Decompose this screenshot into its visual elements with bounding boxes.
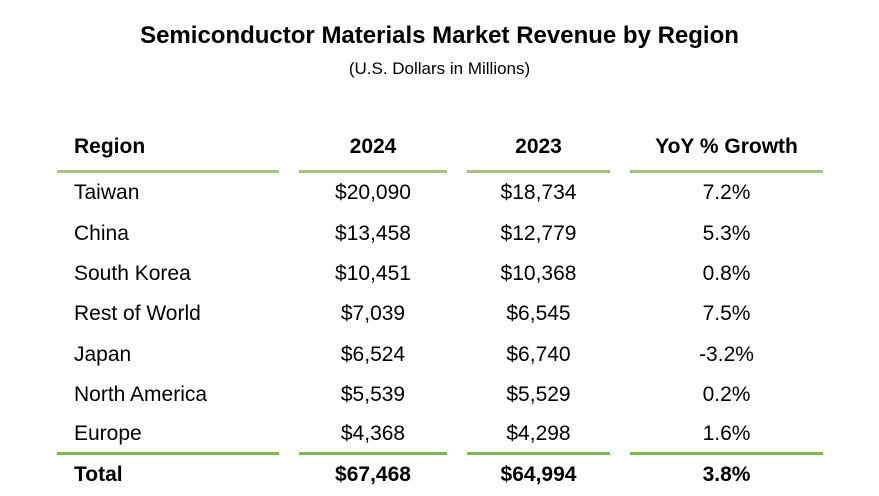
yoy-growth-cell: -3.2% <box>699 342 754 366</box>
value-2024-cell: $10,451 <box>335 261 411 285</box>
value-2024-cell: $7,039 <box>340 302 406 326</box>
yoy-growth-cell: 1.6% <box>630 415 823 456</box>
table-row-south-korea: South Korea $10,451 $10,368 0.8% <box>57 254 823 294</box>
value-2024-cell: $4,368 <box>299 415 447 456</box>
table-header-row: Region 2024 2023 YoY % Growth <box>57 120 823 173</box>
value-2023-cell: $6,740 <box>506 342 571 366</box>
region-cell: Taiwan <box>74 181 140 205</box>
table-row-japan: Japan $6,524 $6,740 -3.2% <box>57 334 823 374</box>
total-2024-cell: $67,468 <box>335 463 411 487</box>
column-header-2024: 2024 <box>299 120 447 173</box>
value-2023-cell: $6,545 <box>506 302 571 326</box>
value-2023-cell: $12,779 <box>500 221 577 245</box>
table-row-north-america: North America $5,539 $5,529 0.2% <box>57 375 823 415</box>
revenue-table: Region 2024 2023 YoY % Growth Taiwan $20… <box>57 120 823 495</box>
total-2023-cell: $64,994 <box>500 463 577 487</box>
total-label-cell: Total <box>74 463 123 487</box>
region-cell: North America <box>74 382 208 406</box>
yoy-growth-cell: 0.2% <box>702 382 751 406</box>
yoy-growth-cell: 7.5% <box>702 302 751 326</box>
yoy-growth-cell: 0.8% <box>702 261 751 285</box>
table-row-china: China $13,458 $12,779 5.3% <box>57 213 823 253</box>
column-header-region: Region <box>57 120 279 173</box>
table-total-row: Total $67,468 $64,994 3.8% <box>57 455 823 495</box>
region-cell: Europe <box>57 415 279 456</box>
yoy-growth-cell: 5.3% <box>702 221 751 245</box>
total-yoy-cell: 3.8% <box>702 463 751 487</box>
chart-subtitle: (U.S. Dollars in Millions) <box>348 59 531 78</box>
region-cell: South Korea <box>74 261 191 285</box>
chart-title: Semiconductor Materials Market Revenue b… <box>140 22 739 49</box>
region-cell: China <box>74 221 129 245</box>
value-2023-cell: $4,298 <box>467 415 610 456</box>
region-cell: Rest of World <box>74 302 201 326</box>
value-2023-cell: $5,529 <box>506 382 571 406</box>
value-2023-cell: $10,368 <box>500 261 577 285</box>
table-row-taiwan: Taiwan $20,090 $18,734 7.2% <box>57 173 823 213</box>
table-row-europe: Europe $4,368 $4,298 1.6% <box>57 415 823 456</box>
value-2024-cell: $20,090 <box>335 181 411 205</box>
value-2024-cell: $5,539 <box>340 382 406 406</box>
value-2024-cell: $13,458 <box>335 221 411 245</box>
column-header-yoy-growth: YoY % Growth <box>630 120 823 173</box>
table-row-rest-of-world: Rest of World $7,039 $6,545 7.5% <box>57 294 823 334</box>
value-2024-cell: $6,524 <box>340 342 406 366</box>
value-2023-cell: $18,734 <box>500 181 577 205</box>
yoy-growth-cell: 7.2% <box>702 181 751 205</box>
region-cell: Japan <box>74 342 132 366</box>
column-header-2023: 2023 <box>467 120 610 173</box>
